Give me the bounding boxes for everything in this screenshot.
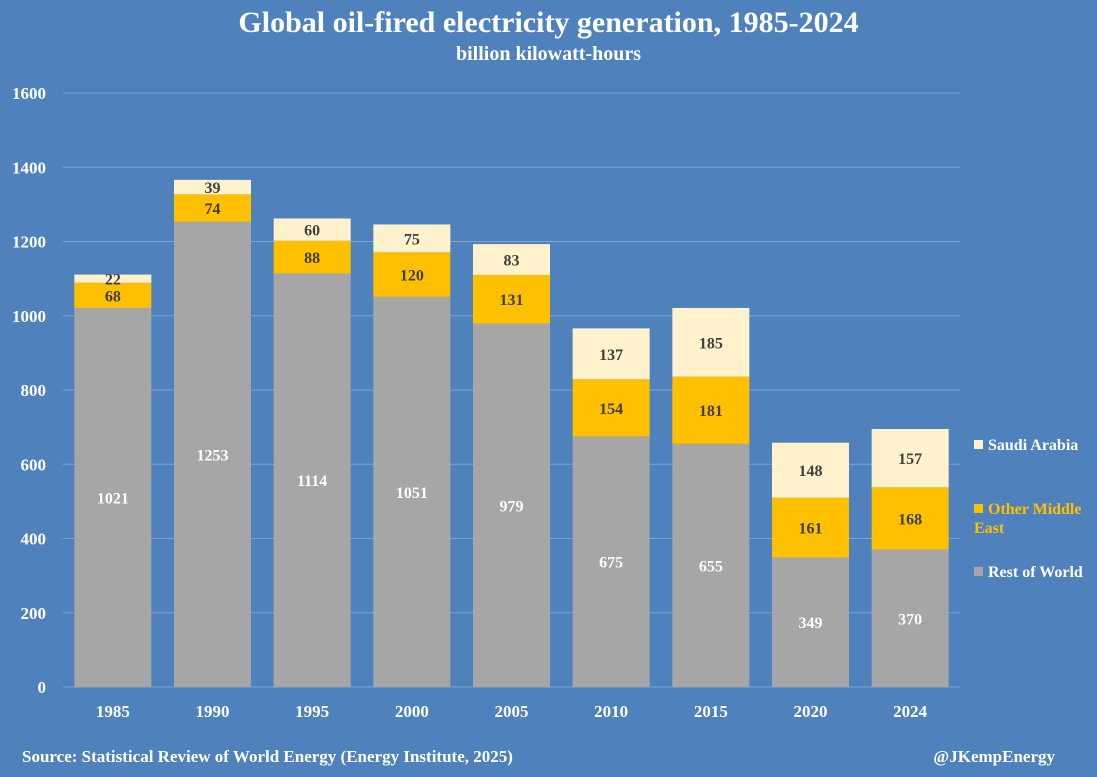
bar-segment-saudi-arabia <box>373 224 451 253</box>
data-label: 68 <box>105 288 121 305</box>
x-tick-label: 1985 <box>96 702 130 721</box>
bar-segment-saudi-arabia <box>273 218 351 241</box>
y-tick-label: 800 <box>21 381 47 400</box>
chart-subtitle: billion kilowatt-hours <box>455 43 642 65</box>
bar-segment-other-middle-east <box>871 487 949 550</box>
data-label: 39 <box>205 180 221 197</box>
legend-swatch-saudi-arabia <box>974 440 983 449</box>
bar-segment-rest-of-world <box>74 307 152 687</box>
bar-segment-other-middle-east <box>174 194 251 222</box>
source-note: Source: Statistical Review of World Ener… <box>22 747 513 766</box>
legend-swatch-rest-of-world <box>974 567 983 576</box>
y-tick-label: 0 <box>38 678 47 697</box>
legend-item-saudi-arabia: Saudi Arabia <box>974 436 1096 455</box>
x-tick-label: 1995 <box>295 702 329 721</box>
legend-swatch-other-middle-east <box>974 504 983 513</box>
x-tick-label: 1990 <box>196 702 230 721</box>
bar-segment-other-middle-east <box>672 376 750 444</box>
data-label: 1253 <box>197 447 229 464</box>
bar-segment-saudi-arabia <box>572 328 650 380</box>
bar-segment-saudi-arabia <box>74 274 152 283</box>
data-label: 75 <box>404 231 420 248</box>
data-label: 1114 <box>297 473 327 490</box>
bar-segment-rest-of-world <box>174 221 251 688</box>
x-tick-label: 2000 <box>395 702 429 721</box>
y-tick-label: 1000 <box>12 307 46 326</box>
bar-segment-rest-of-world <box>273 273 351 687</box>
data-label: 120 <box>400 268 424 285</box>
data-label: 370 <box>898 611 922 628</box>
data-label: 137 <box>599 347 623 364</box>
data-label: 83 <box>504 253 520 270</box>
data-label: 675 <box>599 555 623 572</box>
bar-segment-saudi-arabia <box>772 442 849 498</box>
data-label: 185 <box>699 335 723 352</box>
bar-segment-rest-of-world <box>672 443 750 687</box>
bar-segment-other-middle-east <box>273 240 351 274</box>
author-credit: @JKempEnergy <box>933 747 1055 766</box>
bar-segment-rest-of-world <box>473 323 550 687</box>
legend-item-rest-of-world: Rest of World <box>974 563 1096 582</box>
data-label: 157 <box>898 451 922 468</box>
bar-segment-other-middle-east <box>74 282 152 308</box>
data-label: 88 <box>304 250 320 267</box>
bar-segment-other-middle-east <box>772 497 849 558</box>
data-label: 131 <box>500 292 524 309</box>
bar-segment-rest-of-world <box>373 296 451 687</box>
data-label: 22 <box>105 272 121 289</box>
x-tick-label: 2010 <box>594 702 628 721</box>
bar-segment-rest-of-world <box>772 557 849 687</box>
y-tick-label: 1400 <box>12 158 46 177</box>
bar-segment-other-middle-east <box>572 379 650 437</box>
data-label: 74 <box>205 201 221 218</box>
data-label: 655 <box>699 558 723 575</box>
data-label: 168 <box>898 511 922 528</box>
y-tick-label: 1600 <box>12 84 46 103</box>
legend-label-other-middle-east: Other Middle East <box>974 501 1082 537</box>
bar-segment-saudi-arabia <box>174 179 251 195</box>
y-tick-label: 200 <box>21 604 47 623</box>
data-label: 979 <box>500 498 524 515</box>
bar-segment-other-middle-east <box>373 252 451 297</box>
data-label: 1021 <box>97 490 129 507</box>
data-label: 1051 <box>396 485 428 502</box>
data-label: 161 <box>799 521 823 538</box>
data-label: 349 <box>799 615 823 632</box>
legend-item-other-middle-east: Other Middle East <box>974 500 1096 538</box>
data-label: 154 <box>599 401 623 418</box>
bar-segment-saudi-arabia <box>473 244 550 275</box>
y-tick-label: 1200 <box>12 233 46 252</box>
data-label: 60 <box>304 223 320 240</box>
x-tick-label: 2015 <box>694 702 728 721</box>
bar-segment-rest-of-world <box>572 436 650 687</box>
data-label: 148 <box>799 463 823 480</box>
legend-label-saudi-arabia: Saudi Arabia <box>988 437 1079 454</box>
legend-label-rest-of-world: Rest of World <box>988 564 1083 581</box>
bar-segment-saudi-arabia <box>672 307 750 377</box>
y-tick-label: 600 <box>21 455 47 474</box>
bar-segment-other-middle-east <box>473 274 550 324</box>
chart-title: Global oil-fired electricity generation,… <box>238 6 859 39</box>
bar-segment-rest-of-world <box>871 549 949 687</box>
data-label: 181 <box>699 403 723 420</box>
x-tick-label: 2024 <box>893 702 928 721</box>
x-tick-label: 2020 <box>794 702 828 721</box>
x-tick-label: 2005 <box>495 702 529 721</box>
y-tick-label: 400 <box>21 530 47 549</box>
bar-segment-saudi-arabia <box>871 428 949 488</box>
